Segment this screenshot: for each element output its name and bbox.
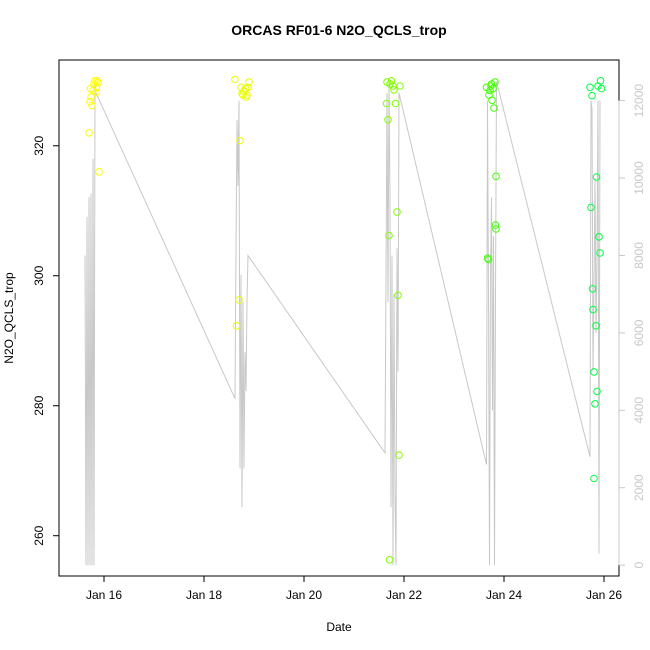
data-point xyxy=(595,233,603,241)
data-point xyxy=(590,474,598,483)
altitude-line-layer xyxy=(84,81,601,566)
data-point xyxy=(395,451,403,459)
data-point xyxy=(589,305,597,314)
data-point xyxy=(387,77,396,85)
data-point xyxy=(590,368,598,376)
data-point xyxy=(586,83,594,92)
data-point xyxy=(596,77,605,85)
data-point xyxy=(244,83,252,92)
data-point xyxy=(492,172,500,181)
data-point xyxy=(382,99,391,108)
x-tick-label: Jan 26 xyxy=(586,588,622,602)
data-point xyxy=(385,556,394,564)
data-point xyxy=(231,75,239,84)
x-tick-label: Jan 16 xyxy=(86,588,122,602)
data-point xyxy=(86,97,94,106)
data-point xyxy=(491,221,500,229)
x-axis: Jan 16 Jan 18 Jan 20 Jan 22 Jan 24 Jan 26 xyxy=(86,575,622,602)
y-tick-label: 280 xyxy=(32,395,46,415)
data-point xyxy=(592,173,601,181)
data-point xyxy=(587,203,595,212)
x-tick-label: Jan 24 xyxy=(486,588,522,602)
data-point xyxy=(86,84,95,93)
data-point xyxy=(88,101,96,110)
data-point xyxy=(236,136,244,145)
y-tick-label: 320 xyxy=(32,135,46,155)
x-axis-label: Date xyxy=(326,620,352,634)
data-point xyxy=(588,91,596,100)
y2-tick-label: 8000 xyxy=(632,242,646,269)
y-axis-label: N2O_QCLS_trop xyxy=(2,272,16,364)
y2-tick-label: 12000 xyxy=(632,84,646,118)
data-point xyxy=(492,225,500,233)
data-point xyxy=(232,322,241,330)
data-point xyxy=(484,255,493,264)
y-tick-label: 260 xyxy=(32,525,46,545)
x-tick-label: Jan 18 xyxy=(186,588,222,602)
data-point xyxy=(391,99,400,108)
data-point xyxy=(85,129,93,137)
data-points-layer xyxy=(85,75,606,564)
data-point xyxy=(235,296,243,304)
data-point xyxy=(242,93,250,101)
x-tick-label: Jan 20 xyxy=(286,588,322,602)
data-point xyxy=(592,322,600,330)
data-point xyxy=(393,208,401,216)
data-point xyxy=(383,78,391,86)
data-point xyxy=(245,78,253,86)
data-point xyxy=(591,400,599,408)
data-point xyxy=(488,96,496,105)
y2-tick-label: 4000 xyxy=(632,397,646,424)
data-point xyxy=(483,254,492,263)
y2-axis: 0 2000 4000 6000 8000 10000 12000 xyxy=(618,84,646,569)
y2-tick-label: 0 xyxy=(632,562,646,569)
data-point xyxy=(593,387,601,396)
y2-tick-label: 10000 xyxy=(632,161,646,195)
data-point xyxy=(490,104,498,112)
y-axis: 260 280 300 320 xyxy=(32,135,60,546)
y2-tick-label: 2000 xyxy=(632,474,646,501)
data-point xyxy=(597,84,606,93)
data-point xyxy=(394,291,402,300)
data-point xyxy=(385,231,393,240)
data-point xyxy=(93,77,101,85)
y-tick-label: 300 xyxy=(32,265,46,285)
data-point xyxy=(95,168,103,176)
altitude-line xyxy=(84,81,601,566)
data-point xyxy=(596,249,604,257)
data-point xyxy=(487,80,496,88)
data-point xyxy=(92,88,100,97)
data-point xyxy=(396,82,404,90)
data-point xyxy=(588,285,597,293)
chart-title: ORCAS RF01-6 N2O_QCLS_trop xyxy=(231,22,446,38)
plot-frame xyxy=(58,59,620,577)
data-point xyxy=(390,86,398,94)
y2-tick-label: 6000 xyxy=(632,319,646,346)
x-tick-label: Jan 22 xyxy=(386,588,422,602)
data-point xyxy=(384,116,392,124)
